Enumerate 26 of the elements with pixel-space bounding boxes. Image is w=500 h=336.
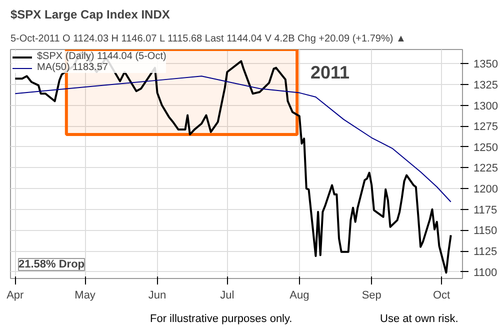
x-tick-label: Jun (148, 290, 166, 302)
y-tick-label: 1175 (474, 204, 498, 216)
legend-label: $SPX (Daily) 1144.04 (5-Oct) (37, 51, 166, 62)
chart-title: $SPX Large Cap Index INDX (10, 8, 170, 22)
x-tick-label: Apr (6, 290, 24, 302)
x-tick-label: Sep (362, 290, 382, 302)
y-tick-label: 1100 (474, 266, 498, 279)
y-tick-label: 1325 (474, 79, 498, 92)
text: Use at own risk. (380, 312, 458, 327)
annotation: 21.58% Drop (18, 258, 85, 270)
x-tick-label: Aug (290, 290, 310, 302)
x-tick-label: Jul (220, 290, 234, 302)
y-tick-label: 1300 (474, 100, 498, 112)
y-tick-label: 1350 (474, 58, 498, 71)
chart-subtitle: 5-Oct-2011 O 1124.03 H 1146.07 L 1115.68 Last 1144.04 V 4.2B Chg +20.09 (+1.79%) ▲ (10, 34, 406, 44)
legend-label: MA(50) 1183.57 (37, 62, 108, 73)
x-tick-label: May (74, 290, 96, 302)
y-tick-label: 1200 (474, 184, 498, 196)
x-tick-label: Oct (432, 290, 450, 302)
y-tick-label: 1125 (474, 246, 498, 258)
y-tick-label: 1225 (474, 162, 498, 175)
y-tick-label: 1275 (474, 121, 498, 134)
annotation: 2011 (310, 62, 350, 82)
text: For illustrative purposes only. (150, 312, 292, 327)
y-tick-label: 1250 (474, 142, 498, 154)
y-tick-label: 1150 (474, 225, 498, 238)
